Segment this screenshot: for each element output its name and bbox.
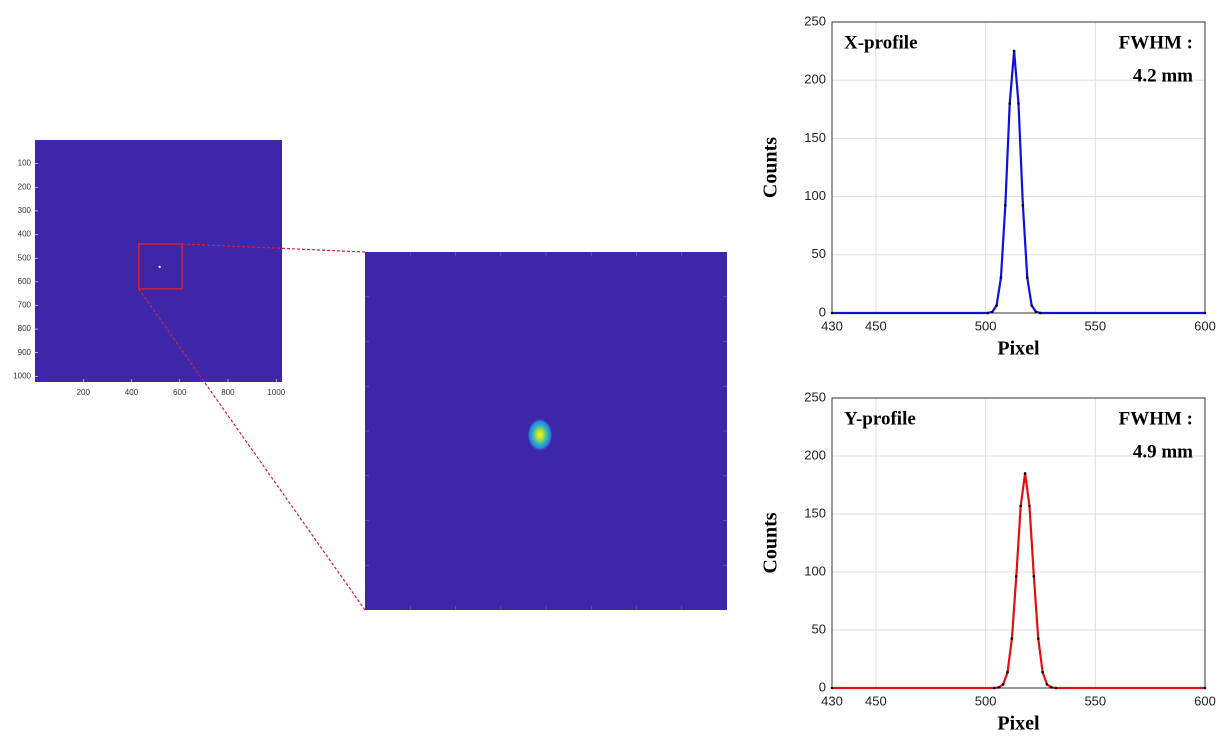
y-tick-label: 0 — [819, 679, 826, 694]
data-point — [1022, 204, 1025, 207]
y-tick-label: 200 — [804, 447, 826, 462]
y-tick-label: 700 — [18, 301, 32, 310]
y-tick-label: 250 — [804, 389, 826, 404]
data-point — [1024, 472, 1027, 475]
y-tick-label: 200 — [804, 72, 826, 87]
x-tick-label: 550 — [1084, 693, 1106, 708]
image-background — [35, 140, 282, 382]
y-tick-label: 200 — [18, 182, 32, 191]
data-point — [991, 311, 994, 314]
data-point — [1030, 304, 1033, 307]
data-point — [1006, 671, 1009, 674]
profile-label: X-profile — [844, 32, 918, 53]
data-point — [1046, 683, 1049, 686]
data-point — [1008, 102, 1011, 105]
data-point — [1037, 637, 1040, 640]
x-tick-label: 450 — [865, 318, 887, 333]
profile-label: Y-profile — [844, 408, 916, 429]
y-tick-label: 100 — [18, 159, 32, 168]
y-tick-label: 1000 — [13, 371, 31, 380]
data-point — [831, 312, 834, 315]
data-point — [995, 304, 998, 307]
data-point — [1000, 276, 1003, 279]
x-tick-label: 200 — [77, 388, 91, 397]
y-tick-label: 150 — [804, 505, 826, 520]
data-point — [1028, 505, 1031, 508]
data-point — [1013, 50, 1016, 53]
x-axis-label: Pixel — [997, 713, 1040, 735]
y-tick-label: 250 — [804, 13, 826, 28]
x-tick-label: 500 — [975, 318, 997, 333]
fwhm-value: 4.9 mm — [1133, 441, 1193, 462]
x-tick-label: 1000 — [267, 388, 285, 397]
data-point — [1035, 311, 1038, 314]
data-point — [1041, 671, 1044, 674]
y-tick-label: 500 — [18, 253, 32, 262]
x-tick-label: 600 — [1194, 693, 1216, 708]
figure: 2004006008001000100200300400500600700800… — [0, 0, 1220, 742]
x-tick-label: 430 — [821, 693, 843, 708]
y-tick-label: 50 — [812, 621, 826, 636]
y-tick-label: 300 — [18, 206, 32, 215]
data-point — [993, 687, 996, 690]
y-tick-label: 150 — [804, 130, 826, 145]
data-point — [1002, 683, 1005, 686]
data-point — [986, 312, 989, 315]
y-tick-label: 0 — [819, 304, 826, 319]
x-tick-label: 800 — [221, 388, 235, 397]
y-tick-label: 100 — [804, 563, 826, 578]
x-axis-label: Pixel — [997, 338, 1040, 360]
zoomed-beam-spot — [527, 418, 553, 452]
data-point — [1017, 102, 1020, 105]
beam-spot — [159, 266, 161, 268]
data-point — [1011, 637, 1014, 640]
data-point — [1033, 575, 1036, 578]
y-tick-label: 100 — [804, 188, 826, 203]
data-point — [1015, 575, 1018, 578]
fwhm-label: FWHM : — [1119, 32, 1193, 53]
y-tick-label: 50 — [812, 246, 826, 261]
x-tick-label: 550 — [1084, 318, 1106, 333]
data-point — [1026, 276, 1029, 279]
x-tick-label: 450 — [865, 693, 887, 708]
y-axis-label: Counts — [760, 137, 782, 198]
data-point — [1039, 312, 1042, 315]
data-point — [1019, 505, 1022, 508]
data-point — [1204, 312, 1207, 315]
data-point — [1004, 204, 1007, 207]
x-tick-label: 500 — [975, 693, 997, 708]
data-point — [1050, 686, 1053, 689]
y-tick-label: 800 — [18, 324, 32, 333]
data-point — [997, 686, 1000, 689]
y-tick-label: 600 — [18, 277, 32, 286]
data-point — [1204, 687, 1207, 690]
x-tick-label: 600 — [173, 388, 187, 397]
x-tick-label: 400 — [125, 388, 139, 397]
y-tick-label: 400 — [18, 230, 32, 239]
x-tick-label: 430 — [821, 318, 843, 333]
fwhm-value: 4.2 mm — [1133, 65, 1193, 86]
y-axis-label: Counts — [760, 512, 782, 573]
fwhm-label: FWHM : — [1119, 408, 1193, 429]
x-tick-label: 600 — [1194, 318, 1216, 333]
data-point — [831, 687, 834, 690]
y-tick-label: 900 — [18, 348, 32, 357]
data-point — [1055, 687, 1058, 690]
